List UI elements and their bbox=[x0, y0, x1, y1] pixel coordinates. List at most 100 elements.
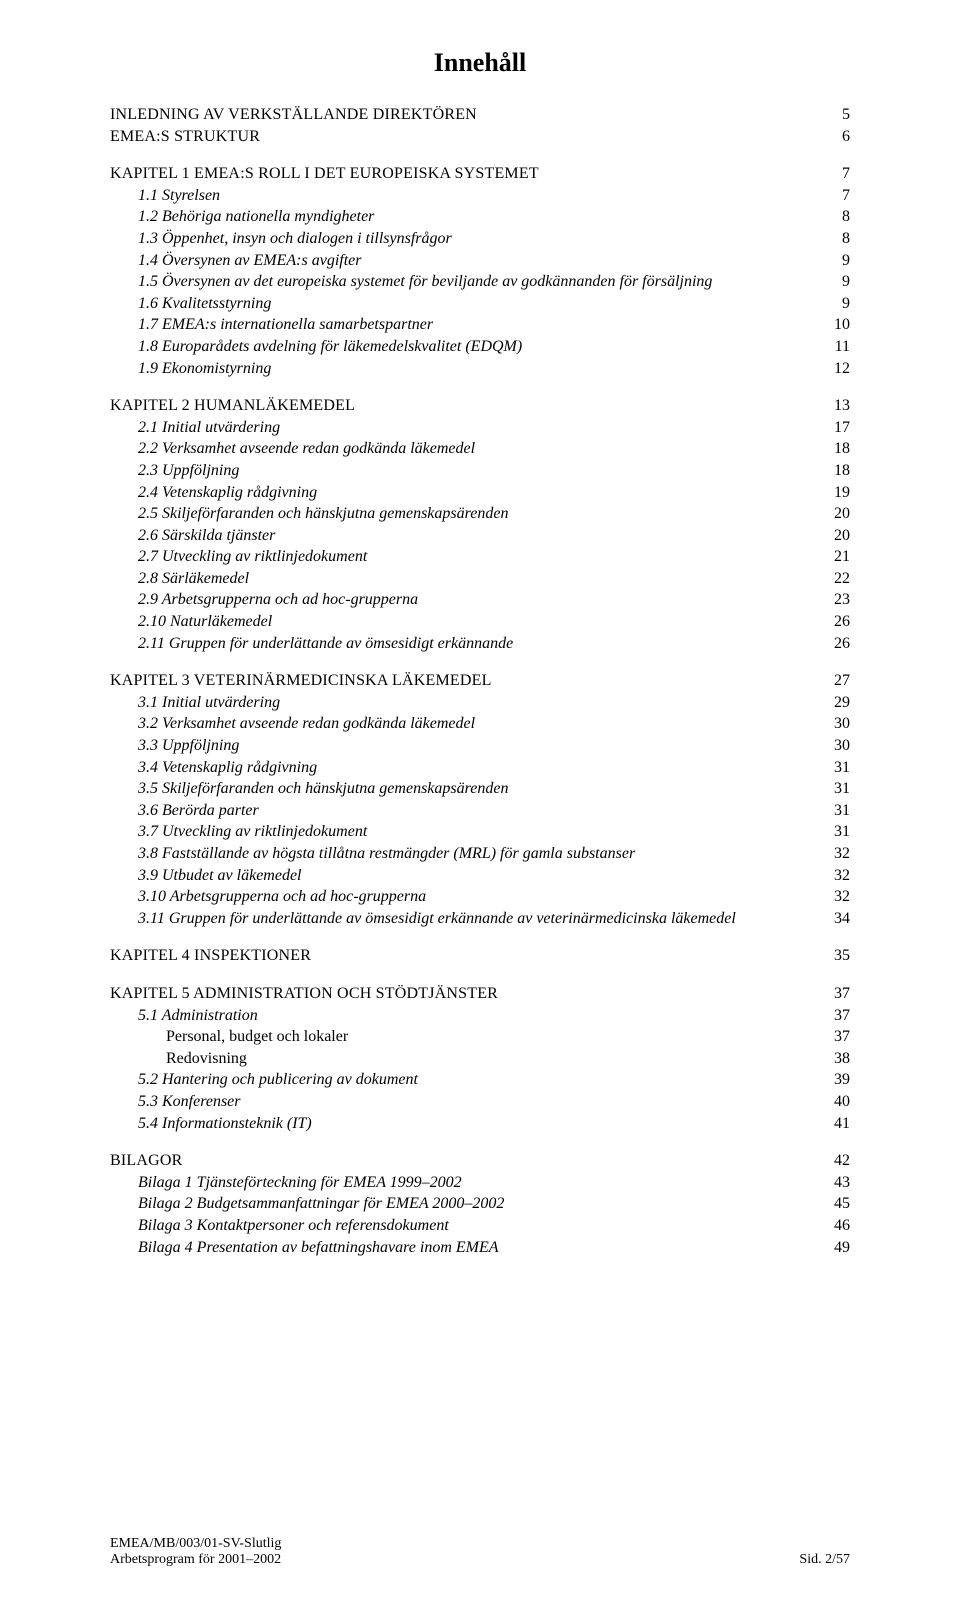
toc-front: INLEDNING AV VERKSTÄLLANDE DIREKTÖREN 5 … bbox=[110, 104, 850, 147]
toc-page: 22 bbox=[822, 568, 850, 590]
toc-entry: 5.3 Konferenser40 bbox=[110, 1091, 850, 1113]
toc-page: 9 bbox=[822, 250, 850, 272]
toc-label: 5.3 Konferenser bbox=[138, 1091, 822, 1113]
toc-page: 11 bbox=[822, 336, 850, 358]
toc-entry: 2.9 Arbetsgrupperna och ad hoc-grupperna… bbox=[110, 589, 850, 611]
toc-label: 3.6 Berörda parter bbox=[138, 800, 822, 822]
toc-entry: 1.5 Översynen av det europeiska systemet… bbox=[110, 271, 850, 293]
toc-page: 18 bbox=[822, 460, 850, 482]
toc-chapter-heading: KAPITEL 3 VETERINÄRMEDICINSKA LÄKEMEDEL … bbox=[110, 670, 850, 692]
toc-page: 31 bbox=[822, 757, 850, 779]
toc-entry: 1.1 Styrelsen7 bbox=[110, 185, 850, 207]
toc-entry: INLEDNING AV VERKSTÄLLANDE DIREKTÖREN 5 bbox=[110, 104, 850, 126]
toc-page: 32 bbox=[822, 886, 850, 908]
toc-label: 3.5 Skiljeförfaranden och hänskjutna gem… bbox=[138, 778, 822, 800]
toc-label: 1.1 Styrelsen bbox=[138, 185, 822, 207]
toc-page: 49 bbox=[822, 1237, 850, 1259]
toc-page: 42 bbox=[822, 1150, 850, 1172]
toc-chapter-4: KAPITEL 4 INSPEKTIONER 35 bbox=[110, 945, 850, 967]
toc-label: INLEDNING AV VERKSTÄLLANDE DIREKTÖREN bbox=[110, 104, 822, 126]
toc-label: 2.7 Utveckling av riktlinjedokument bbox=[138, 546, 822, 568]
toc-entry: 2.8 Särläkemedel22 bbox=[110, 568, 850, 590]
toc-page: 26 bbox=[822, 611, 850, 633]
toc-entry: 3.5 Skiljeförfaranden och hänskjutna gem… bbox=[110, 778, 850, 800]
toc-label: Redovisning bbox=[166, 1048, 822, 1070]
toc-page: 29 bbox=[822, 692, 850, 714]
toc-label: 1.2 Behöriga nationella myndigheter bbox=[138, 206, 822, 228]
toc-label: 3.9 Utbudet av läkemedel bbox=[138, 865, 822, 887]
toc-label: 1.4 Översynen av EMEA:s avgifter bbox=[138, 250, 822, 272]
toc-label: Bilaga 2 Budgetsammanfattningar för EMEA… bbox=[138, 1193, 822, 1215]
toc-page: 41 bbox=[822, 1113, 850, 1135]
toc-label: KAPITEL 2 HUMANLÄKEMEDEL bbox=[110, 395, 822, 417]
toc-entry: 2.6 Särskilda tjänster20 bbox=[110, 525, 850, 547]
toc-chapter-2: KAPITEL 2 HUMANLÄKEMEDEL 13 2.1 Initial … bbox=[110, 395, 850, 654]
toc-page: 9 bbox=[822, 271, 850, 293]
footer-right: Sid. 2/57 bbox=[799, 1552, 850, 1568]
toc-entry: Personal, budget och lokaler37 bbox=[110, 1026, 850, 1048]
toc-label: 2.9 Arbetsgrupperna och ad hoc-grupperna bbox=[138, 589, 822, 611]
toc-entry: 3.9 Utbudet av läkemedel32 bbox=[110, 865, 850, 887]
toc-label: 2.1 Initial utvärdering bbox=[138, 417, 822, 439]
toc-entry: 2.4 Vetenskaplig rådgivning19 bbox=[110, 482, 850, 504]
toc-entry: Bilaga 4 Presentation av befattningshava… bbox=[110, 1237, 850, 1259]
toc-page: 31 bbox=[822, 821, 850, 843]
toc-page: 19 bbox=[822, 482, 850, 504]
toc-label: Personal, budget och lokaler bbox=[166, 1026, 822, 1048]
toc-label: KAPITEL 5 ADMINISTRATION OCH STÖDTJÄNSTE… bbox=[110, 983, 822, 1005]
toc-entry: 2.1 Initial utvärdering17 bbox=[110, 417, 850, 439]
toc-label: 3.1 Initial utvärdering bbox=[138, 692, 822, 714]
toc-page: 7 bbox=[822, 163, 850, 185]
toc-page: 27 bbox=[822, 670, 850, 692]
toc-chapter-heading: KAPITEL 4 INSPEKTIONER 35 bbox=[110, 945, 850, 967]
toc-chapter-heading: KAPITEL 1 EMEA:S ROLL I DET EUROPEISKA S… bbox=[110, 163, 850, 185]
toc-entry: 2.5 Skiljeförfaranden och hänskjutna gem… bbox=[110, 503, 850, 525]
toc-page: 6 bbox=[822, 126, 850, 148]
toc-page: 30 bbox=[822, 735, 850, 757]
toc-entry: Bilaga 1 Tjänsteförteckning för EMEA 199… bbox=[110, 1172, 850, 1194]
toc-page: 31 bbox=[822, 800, 850, 822]
toc-entry: 3.6 Berörda parter31 bbox=[110, 800, 850, 822]
toc-label: EMEA:S STRUKTUR bbox=[110, 126, 822, 148]
toc-entry: 3.2 Verksamhet avseende redan godkända l… bbox=[110, 713, 850, 735]
toc-page: 31 bbox=[822, 778, 850, 800]
toc-page: 30 bbox=[822, 713, 850, 735]
toc-entry: 2.11 Gruppen för underlättande av ömsesi… bbox=[110, 633, 850, 655]
toc-entry: 3.8 Fastställande av högsta tillåtna res… bbox=[110, 843, 850, 865]
toc-page: 20 bbox=[822, 525, 850, 547]
toc-label: 3.10 Arbetsgrupperna och ad hoc-gruppern… bbox=[138, 886, 822, 908]
toc-entry: 2.2 Verksamhet avseende redan godkända l… bbox=[110, 438, 850, 460]
toc-label: 3.8 Fastställande av högsta tillåtna res… bbox=[138, 843, 822, 865]
toc-page: 45 bbox=[822, 1193, 850, 1215]
toc-page: 35 bbox=[822, 945, 850, 967]
toc-page: 39 bbox=[822, 1069, 850, 1091]
page-title: Innehåll bbox=[110, 48, 850, 78]
toc-page: 21 bbox=[822, 546, 850, 568]
toc-entry: Bilaga 3 Kontaktpersoner och referensdok… bbox=[110, 1215, 850, 1237]
toc-label: 1.9 Ekonomistyrning bbox=[138, 358, 822, 380]
footer-docid: EMEA/MB/003/01-SV-Slutlig bbox=[110, 1536, 850, 1552]
toc-label: 3.3 Uppföljning bbox=[138, 735, 822, 757]
toc-page: 5 bbox=[822, 104, 850, 126]
toc-page: 13 bbox=[822, 395, 850, 417]
toc-label: 2.11 Gruppen för underlättande av ömsesi… bbox=[138, 633, 822, 655]
toc-entry: 3.3 Uppföljning30 bbox=[110, 735, 850, 757]
toc-page: 37 bbox=[822, 1026, 850, 1048]
toc-label: Bilaga 3 Kontaktpersoner och referensdok… bbox=[138, 1215, 822, 1237]
toc-label: 3.11 Gruppen för underlättande av ömsesi… bbox=[138, 908, 822, 930]
toc-label: 2.5 Skiljeförfaranden och hänskjutna gem… bbox=[138, 503, 822, 525]
toc-label: 1.8 Europarådets avdelning för läkemedel… bbox=[138, 336, 822, 358]
toc-label: 2.4 Vetenskaplig rådgivning bbox=[138, 482, 822, 504]
toc-entry: 2.7 Utveckling av riktlinjedokument21 bbox=[110, 546, 850, 568]
toc-entry: 1.6 Kvalitetsstyrning9 bbox=[110, 293, 850, 315]
toc-label: Bilaga 1 Tjänsteförteckning för EMEA 199… bbox=[138, 1172, 822, 1194]
toc-entry: 5.4 Informationsteknik (IT)41 bbox=[110, 1113, 850, 1135]
toc-page: 34 bbox=[822, 908, 850, 930]
toc-chapter-1: KAPITEL 1 EMEA:S ROLL I DET EUROPEISKA S… bbox=[110, 163, 850, 379]
toc-page: 17 bbox=[822, 417, 850, 439]
toc-entry: 2.3 Uppföljning18 bbox=[110, 460, 850, 482]
toc-page: 12 bbox=[822, 358, 850, 380]
toc-entry: Redovisning38 bbox=[110, 1048, 850, 1070]
toc-label: KAPITEL 4 INSPEKTIONER bbox=[110, 945, 822, 967]
toc-entry: Bilaga 2 Budgetsammanfattningar för EMEA… bbox=[110, 1193, 850, 1215]
